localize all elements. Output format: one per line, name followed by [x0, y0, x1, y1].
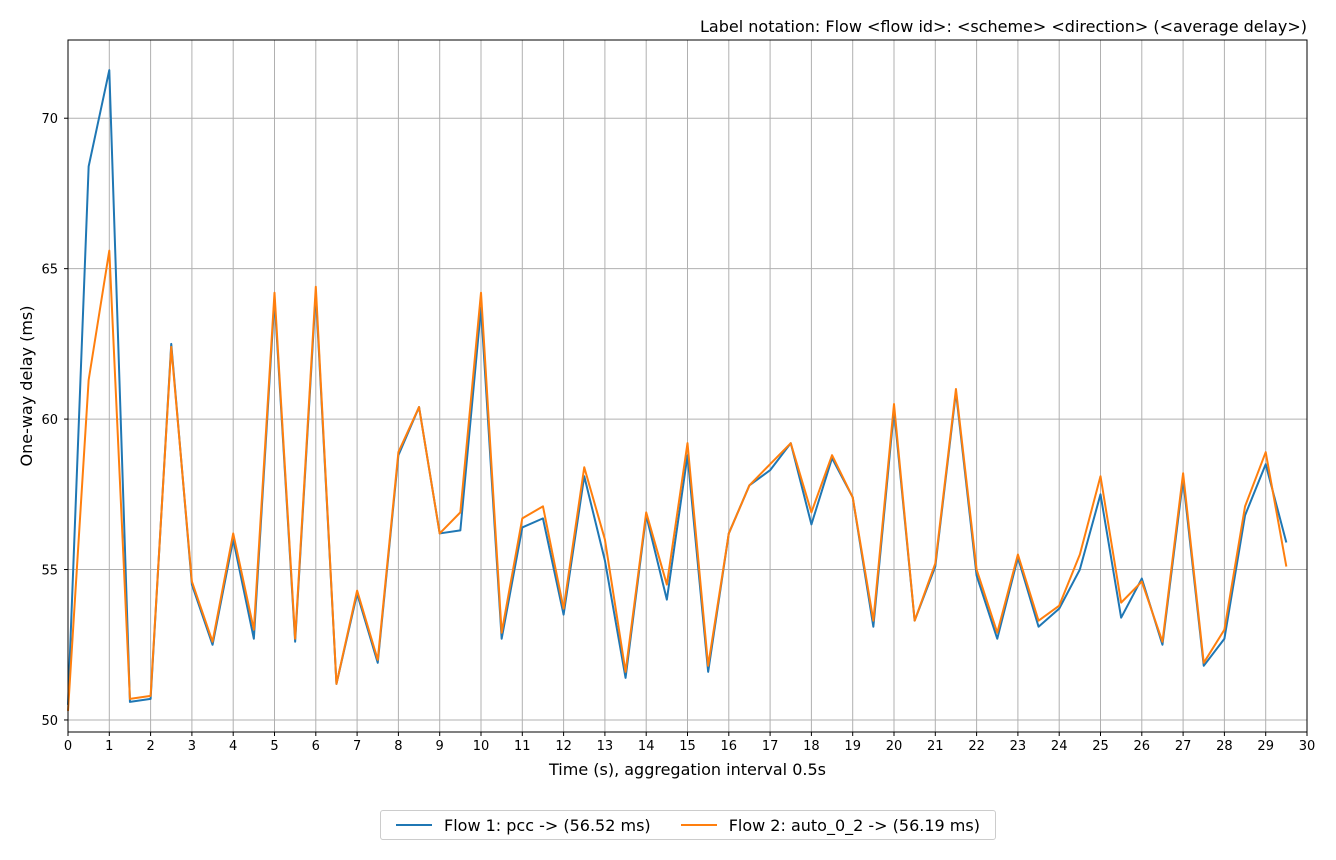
y-tick-label: 50	[41, 714, 58, 729]
legend-item-flow-1: Flow 1: pcc -> (56.52 ms)	[396, 816, 651, 835]
x-tick-label: 12	[555, 739, 572, 754]
x-tick-label: 0	[64, 739, 72, 754]
x-tick-label: 23	[1010, 739, 1027, 754]
y-tick-label: 55	[41, 564, 58, 579]
x-tick-label: 30	[1299, 739, 1316, 754]
series-line-flow-2	[67, 249, 1288, 712]
y-tick-label: 60	[41, 413, 58, 428]
x-tick-label: 28	[1216, 739, 1233, 754]
x-tick-label: 27	[1175, 739, 1192, 754]
x-tick-label: 5	[270, 739, 278, 754]
y-tick-label: 70	[41, 112, 58, 127]
legend: Flow 1: pcc -> (56.52 ms) Flow 2: auto_0…	[380, 810, 996, 840]
legend-swatch-flow-1	[396, 824, 432, 826]
x-tick-label: 9	[436, 739, 444, 754]
x-tick-label: 20	[886, 739, 903, 754]
legend-swatch-flow-2	[680, 824, 717, 826]
x-tick-label: 21	[927, 739, 944, 754]
legend-label-flow-1: Flow 1: pcc -> (56.52 ms)	[444, 815, 651, 835]
y-axis-label: One-way delay (ms)	[17, 305, 36, 466]
x-tick-label: 2	[146, 739, 154, 754]
x-tick-label: 4	[229, 739, 237, 754]
x-tick-label: 22	[968, 739, 985, 754]
x-tick-label: 10	[473, 739, 490, 754]
x-tick-label: 14	[638, 739, 655, 754]
y-tick-label: 65	[41, 263, 58, 278]
x-tick-label: 11	[514, 739, 531, 754]
x-axis-label: Time (s), aggregation interval 0.5s	[548, 760, 826, 779]
x-tick-label: 17	[762, 739, 779, 754]
x-tick-label: 18	[803, 739, 820, 754]
x-tick-label: 7	[353, 739, 361, 754]
grid	[67, 40, 1308, 732]
x-tick-label: 8	[394, 739, 402, 754]
legend-item-flow-2: Flow 2: auto_0_2 -> (56.19 ms)	[680, 815, 980, 835]
x-tick-label: 15	[679, 739, 696, 754]
x-tick-label: 16	[721, 739, 738, 754]
x-tick-label: 19	[844, 739, 861, 754]
series-line-flow-1	[67, 69, 1288, 705]
chart-title: Label notation: Flow <flow id>: <scheme>…	[700, 17, 1307, 36]
axis-ticks: 0 1 2 3 4 5 6 7 8 9 10 11 12 13 14 15 16 17 18 19 20 21 22 23 24…	[41, 112, 1315, 754]
x-tick-label: 26	[1134, 739, 1151, 754]
x-tick-label: 6	[312, 739, 320, 754]
x-tick-label: 29	[1257, 739, 1274, 754]
x-tick-label: 13	[597, 739, 614, 754]
x-tick-label: 25	[1092, 739, 1109, 754]
x-tick-label: 1	[105, 739, 113, 754]
series-lines	[67, 69, 1288, 712]
x-tick-label: 3	[188, 739, 196, 754]
x-tick-label: 24	[1051, 739, 1068, 754]
legend-label-flow-2: Flow 2: auto_0_2 -> (56.19 ms)	[728, 815, 980, 835]
